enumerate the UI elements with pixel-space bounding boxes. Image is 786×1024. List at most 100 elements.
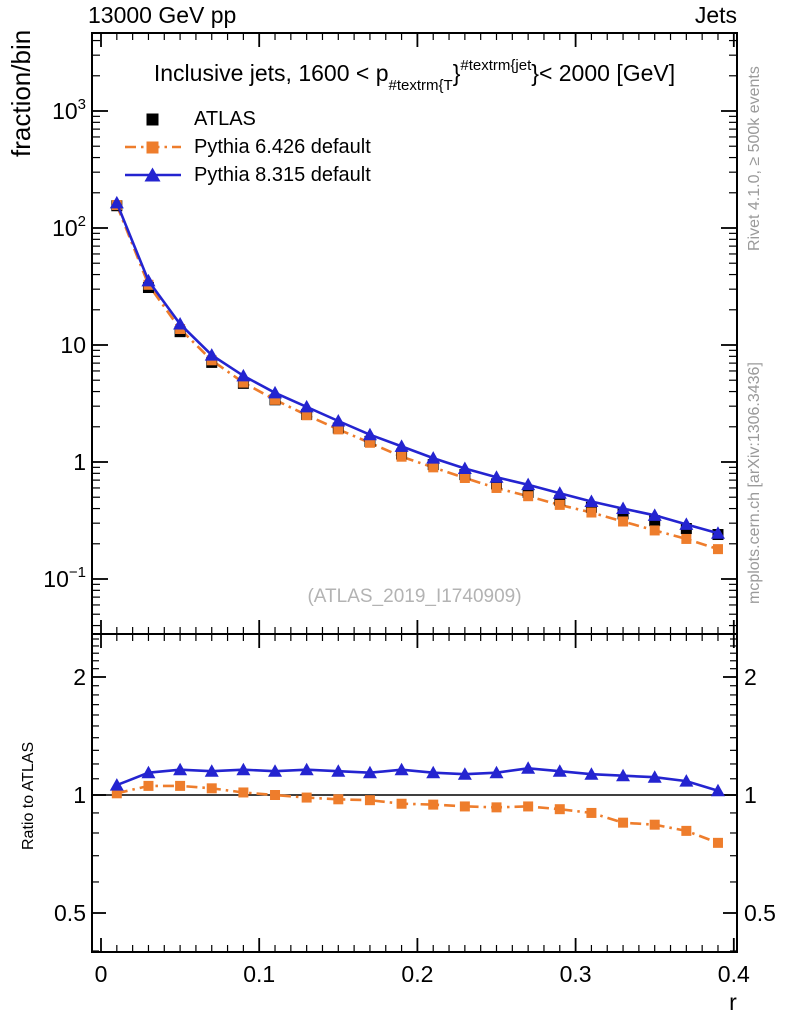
pythia8-marker: [521, 477, 536, 491]
pythia6-marker: [586, 507, 597, 518]
pythia8-marker: [616, 501, 631, 515]
legend: ATLAS Pythia 6.426 default Pythia 8.315 de…: [124, 106, 371, 188]
pythia6-marker: [523, 491, 534, 502]
pythia8-ratio-marker: [362, 765, 377, 779]
x-tick-label: 0.3: [560, 961, 592, 987]
pythia8-ratio-marker: [141, 765, 156, 779]
ratio-y-tick-label-right: 1: [744, 782, 757, 808]
rivet-version-note: Rivet 4.1.0, ≥ 500k events: [746, 66, 763, 252]
pythia6-marker: [681, 533, 692, 544]
ratio-y-tick-label-left: 1: [73, 782, 86, 808]
pythia6-ratio-marker: [712, 837, 723, 848]
pythia6-ratio-marker: [618, 817, 629, 828]
pythia8-ratio-marker: [268, 764, 283, 777]
legend-entry: ATLAS: [124, 106, 371, 132]
ratio-y-tick-label-right: 2: [744, 664, 757, 690]
title-post: < 2000 [GeV]: [538, 60, 676, 86]
x-tick-label: 0.4: [718, 961, 750, 987]
header-beam-energy: 13000 GeV pp: [88, 2, 237, 28]
pythia6-ratio-marker: [428, 799, 439, 810]
pythia8-marker: [647, 508, 662, 521]
pythia8-ratio-marker: [647, 770, 662, 783]
pythia6-ratio-marker: [554, 804, 565, 815]
pythia6-curve-main: [115, 204, 719, 551]
x-tick-label: 0.1: [243, 961, 275, 987]
title-brace: }: [452, 60, 461, 86]
pythia8-ratio-marker: [394, 762, 409, 776]
legend-entry: Pythia 8.315 default: [124, 162, 371, 188]
main-y-tick-label: 103: [52, 96, 86, 124]
pythia6-ratio-marker: [649, 819, 660, 830]
legend-marker-sample: [146, 113, 159, 126]
pythia8-curve-main: [115, 202, 719, 535]
pythia8-marker: [331, 414, 346, 427]
pythia6-ratio-marker: [459, 801, 470, 812]
ratio-y-tick-label-left: 0.5: [54, 900, 86, 926]
pythia6-ratio-marker: [681, 825, 692, 836]
pythia6-marker: [428, 462, 439, 473]
pythia8-ratio-marker: [552, 764, 567, 777]
title-subscript: #textrm{T: [388, 77, 453, 94]
x-tick-label: 0.2: [401, 961, 433, 987]
pythia6-marker: [649, 525, 660, 536]
pythia6-marker: [554, 499, 565, 510]
pythia6-curve-ratio: [116, 784, 719, 845]
ratio-y-axis-title: Ratio to ATLAS: [20, 741, 37, 851]
pythia8-ratio-marker: [236, 762, 251, 776]
pythia8-marker: [584, 494, 599, 507]
title-superscript: #textrm{jet: [460, 57, 532, 74]
pythia8-ratio-marker: [299, 762, 314, 776]
pythia6-ratio-marker: [238, 787, 249, 798]
pythia6-ratio-marker: [111, 788, 122, 799]
analysis-id-watermark: (ATLAS_2019_I1740909): [307, 586, 522, 607]
pythia8-marker: [362, 427, 377, 441]
title-pre: Inclusive jets, 1600 < p: [153, 60, 389, 86]
pythia8-marker: [173, 317, 188, 330]
pythia8-ratio-marker: [331, 764, 346, 777]
pythia8-ratio-marker: [204, 764, 219, 777]
pythia6-ratio-marker: [175, 780, 186, 791]
pythia8-ratio-marker: [521, 761, 536, 774]
pythia6-ratio-marker: [270, 790, 281, 800]
pythia6-marker: [238, 377, 249, 388]
pythia8-marker: [268, 385, 283, 399]
main-y-tick-label: 1: [73, 449, 86, 475]
pythia6-ratio-marker: [586, 807, 597, 818]
pythia8-marker: [710, 526, 725, 539]
main-y-tick-label: 10−1: [43, 564, 86, 592]
legend-entry: Pythia 6.426 default: [124, 134, 371, 160]
pythia8-marker: [679, 517, 694, 530]
pythia8-marker: [552, 486, 567, 499]
pythia8-ratio-marker: [584, 767, 599, 780]
ratio-y-tick-label-left: 2: [73, 664, 86, 690]
atlas-data-marker: [585, 501, 597, 513]
pythia6-marker: [270, 394, 281, 405]
plot-title: Inclusive jets, 1600 < p#textrm{T}#textr…: [92, 57, 737, 94]
pythia8-marker: [394, 439, 409, 452]
legend-label: ATLAS: [194, 107, 256, 130]
pythia8-curve-ratio: [116, 766, 719, 793]
x-tick-label: 0: [95, 961, 108, 987]
pythia6-ratio-marker: [523, 801, 534, 812]
pythia6-ratio-marker: [491, 802, 502, 813]
pythia8-marker: [426, 451, 441, 464]
title-brace: }: [531, 60, 539, 86]
legend-marker-sample: [144, 167, 161, 182]
pythia6-marker: [301, 410, 312, 421]
pythia8-marker: [489, 470, 504, 483]
square-marker-icon: [125, 141, 181, 154]
pythia8-ratio-marker: [173, 762, 188, 776]
x-axis-title: r: [729, 989, 737, 1015]
pythia6-ratio-marker: [333, 794, 344, 805]
pythia6-marker: [396, 451, 407, 462]
legend-marker-sample: [146, 141, 159, 154]
pythia6-ratio-marker: [364, 795, 375, 806]
pythia6-marker: [712, 544, 723, 555]
pythia6-marker: [364, 437, 375, 448]
legend-label: Pythia 8.315 default: [194, 163, 371, 186]
pythia8-ratio-marker: [616, 768, 631, 782]
pythia8-ratio-marker: [457, 767, 472, 780]
pythia8-marker: [299, 399, 314, 413]
pythia6-marker: [491, 482, 502, 493]
